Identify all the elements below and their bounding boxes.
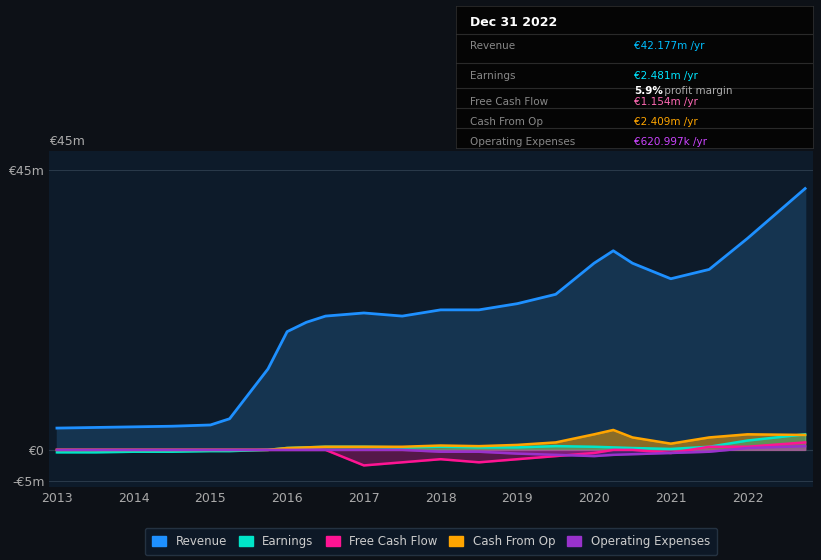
Text: Free Cash Flow: Free Cash Flow bbox=[470, 97, 548, 107]
Text: Earnings: Earnings bbox=[470, 71, 516, 81]
Text: Operating Expenses: Operating Expenses bbox=[470, 137, 576, 147]
Text: 5.9%: 5.9% bbox=[635, 86, 663, 96]
Text: €42.177m /yr: €42.177m /yr bbox=[635, 41, 704, 52]
Text: Revenue: Revenue bbox=[470, 41, 515, 52]
Text: profit margin: profit margin bbox=[661, 86, 732, 96]
Text: €620.997k /yr: €620.997k /yr bbox=[635, 137, 707, 147]
Text: Dec 31 2022: Dec 31 2022 bbox=[470, 16, 557, 29]
Text: Cash From Op: Cash From Op bbox=[470, 117, 543, 127]
Text: €1.154m /yr: €1.154m /yr bbox=[635, 97, 698, 107]
Text: €45m: €45m bbox=[49, 136, 85, 148]
Legend: Revenue, Earnings, Free Cash Flow, Cash From Op, Operating Expenses: Revenue, Earnings, Free Cash Flow, Cash … bbox=[144, 528, 718, 555]
Text: €2.481m /yr: €2.481m /yr bbox=[635, 71, 698, 81]
Text: €2.409m /yr: €2.409m /yr bbox=[635, 117, 698, 127]
